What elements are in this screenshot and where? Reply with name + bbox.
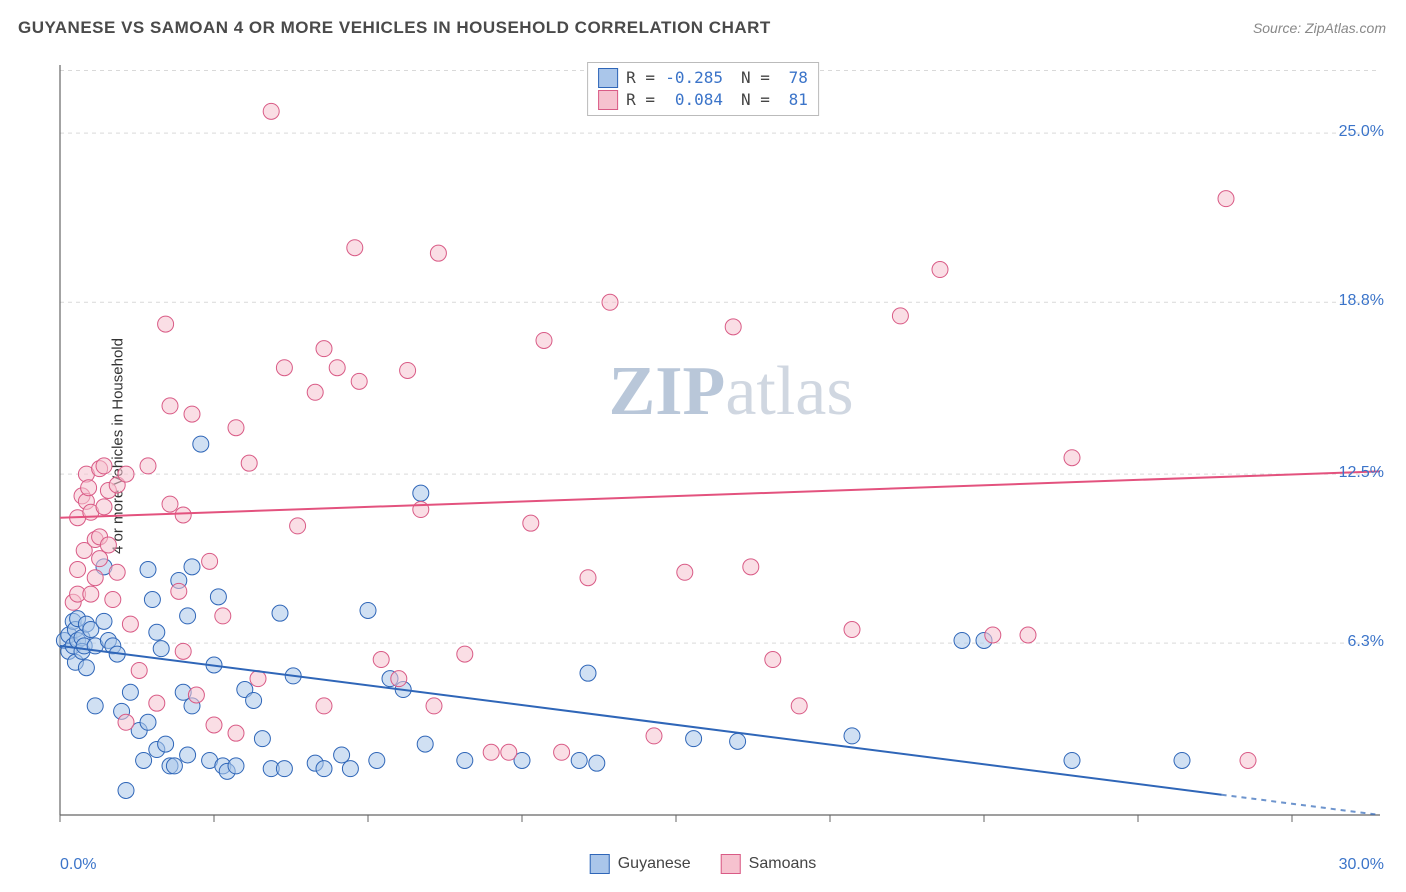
legend-swatch	[721, 854, 741, 874]
stat-r-label: R =	[626, 89, 655, 111]
source-credit: Source: ZipAtlas.com	[1253, 20, 1386, 36]
stats-row: R = -0.285 N = 78	[598, 67, 808, 89]
chart-title: GUYANESE VS SAMOAN 4 OR MORE VEHICLES IN…	[18, 18, 771, 38]
legend-item: Guyanese	[590, 854, 691, 874]
scatter-chart	[55, 55, 1385, 845]
y-tick-label: 18.8%	[1339, 292, 1384, 310]
chart-area	[55, 55, 1385, 845]
stat-n-label: N =	[741, 67, 770, 89]
stat-r-label: R =	[626, 67, 655, 89]
stat-n-value: 78	[778, 67, 808, 89]
stat-r-value: 0.084	[663, 89, 723, 111]
stat-n-label: N =	[741, 89, 770, 111]
stats-row: R = 0.084 N = 81	[598, 89, 808, 111]
y-tick-label: 12.5%	[1339, 464, 1384, 482]
legend-label: Samoans	[749, 855, 817, 873]
series-swatch	[598, 90, 618, 110]
y-tick-label: 25.0%	[1339, 123, 1384, 141]
stats-legend: R = -0.285 N = 78 R = 0.084 N = 81	[587, 62, 819, 116]
stat-n-value: 81	[778, 89, 808, 111]
legend-item: Samoans	[721, 854, 817, 874]
x-min-label: 0.0%	[60, 856, 96, 874]
legend-label: Guyanese	[618, 855, 691, 873]
series-swatch	[598, 68, 618, 88]
source-link[interactable]: ZipAtlas.com	[1305, 20, 1386, 36]
legend-swatch	[590, 854, 610, 874]
y-tick-label: 6.3%	[1348, 633, 1384, 651]
source-prefix: Source:	[1253, 20, 1305, 36]
stat-r-value: -0.285	[663, 67, 723, 89]
series-legend: Guyanese Samoans	[590, 854, 817, 874]
x-max-label: 30.0%	[1339, 856, 1384, 874]
